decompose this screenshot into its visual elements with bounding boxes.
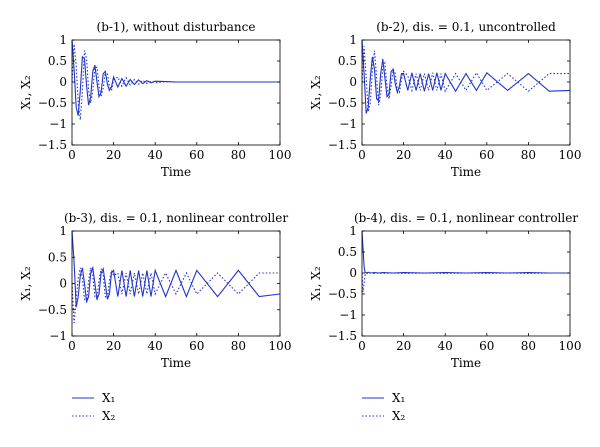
y-tick-label: 0 (349, 75, 357, 89)
series-line-x1 (72, 40, 280, 116)
x-tick-label: 0 (68, 339, 76, 353)
y-tick-label: −0.5 (328, 96, 357, 110)
chart-panel-4: 0 20 40 60 80 100 1 0.5 0 −0.5 −1 −1.5 (b-4), dis. =… (309, 211, 581, 370)
x-tick-label: 0 (358, 339, 366, 353)
x-axis-label: Time (161, 165, 191, 179)
y-tick-label: 0.5 (48, 250, 67, 264)
chart-title: (b-2), dis. = 0.1, uncontrolled (376, 20, 556, 34)
y-tick-label: 0 (59, 75, 67, 89)
x-tick-label: 20 (396, 148, 411, 162)
y-axis-label: X₁, X₂ (19, 75, 33, 110)
x-tick-label: 60 (189, 339, 204, 353)
y-tick-label: −0.5 (328, 287, 357, 301)
y-tick-label: −1 (339, 308, 357, 322)
x-tick-label: 100 (559, 148, 582, 162)
series-line-x2 (362, 46, 570, 112)
y-tick-label: −0.5 (38, 303, 67, 317)
x-tick-label: 40 (438, 339, 453, 353)
y-axis-label: X₁, X₂ (309, 266, 323, 301)
series-line-x1 (362, 231, 570, 274)
y-tick-label: −1 (49, 329, 67, 343)
x-tick-label: 40 (148, 339, 163, 353)
y-tick-label: 1 (59, 33, 67, 47)
series-line-x1 (72, 231, 280, 308)
x-tick-label: 80 (521, 148, 536, 162)
series-line-x2 (72, 44, 280, 120)
y-tick-label: 0.5 (48, 54, 67, 68)
legend-label: X₂ (392, 409, 406, 423)
x-tick-label: 100 (269, 339, 292, 353)
x-axis-label: Time (161, 356, 191, 370)
y-tick-label: −1.5 (328, 138, 357, 152)
x-tick-label: 60 (479, 148, 494, 162)
y-tick-label: 1 (59, 224, 67, 238)
chart-title: (b-3), dis. = 0.1, nonlinear controller (64, 211, 288, 225)
y-tick-label: 0 (349, 266, 357, 280)
plot-frame (361, 230, 571, 337)
x-tick-label: 0 (358, 148, 366, 162)
y-tick-label: −1 (339, 117, 357, 131)
y-tick-label: −1.5 (38, 138, 67, 152)
x-tick-label: 20 (106, 339, 121, 353)
x-axis-label: Time (451, 356, 481, 370)
legend-2: X₁ X₂ (362, 391, 406, 423)
y-tick-label: −1.5 (328, 329, 357, 343)
x-tick-label: 20 (106, 148, 121, 162)
y-axis-label: X₁, X₂ (309, 75, 323, 110)
x-tick-label: 40 (148, 148, 163, 162)
legend-label: X₁ (392, 391, 405, 405)
plot-frame (71, 39, 281, 146)
y-tick-label: −1 (49, 117, 67, 131)
x-tick-label: 80 (231, 339, 246, 353)
y-tick-label: 0.5 (338, 54, 357, 68)
y-tick-label: 1 (349, 33, 357, 47)
y-tick-label: 0.5 (338, 245, 357, 259)
x-tick-label: 20 (396, 339, 411, 353)
y-axis-label: X₁, X₂ (19, 266, 33, 301)
series-line-x2 (72, 267, 280, 323)
chart-title: (b-4), dis. = 0.1, nonlinear controller (354, 211, 578, 225)
x-tick-label: 0 (68, 148, 76, 162)
legend-label: X₁ (102, 391, 115, 405)
legend-label: X₂ (102, 409, 116, 423)
x-axis-label: Time (451, 165, 481, 179)
y-tick-label: 1 (349, 224, 357, 238)
x-tick-label: 100 (269, 148, 292, 162)
chart-panel-2: 0 20 40 60 80 100 1 0.5 0 −0.5 −1 −1.5 (b-2), dis. =… (309, 20, 581, 179)
chart-panel-3: 0 20 40 60 80 100 1 0.5 0 −0.5 −1 (b-3), dis. = 0.1… (19, 211, 291, 370)
series-line-x1 (362, 40, 570, 114)
x-tick-label: 100 (559, 339, 582, 353)
chart-title: (b-1), without disturbance (97, 20, 256, 34)
y-tick-label: 0 (59, 277, 67, 291)
x-tick-label: 60 (189, 148, 204, 162)
y-tick-label: −0.5 (38, 96, 67, 110)
series-line-x2 (362, 272, 570, 292)
x-tick-label: 80 (231, 148, 246, 162)
x-tick-label: 40 (438, 148, 453, 162)
legend-1: X₁ X₂ (72, 391, 116, 423)
chart-panel-1: 0 20 40 60 80 100 1 0.5 0 −0.5 −1 −1.5 (b-1), withou… (19, 20, 291, 179)
x-tick-label: 60 (479, 339, 494, 353)
plot-frame (361, 39, 571, 146)
x-tick-label: 80 (521, 339, 536, 353)
